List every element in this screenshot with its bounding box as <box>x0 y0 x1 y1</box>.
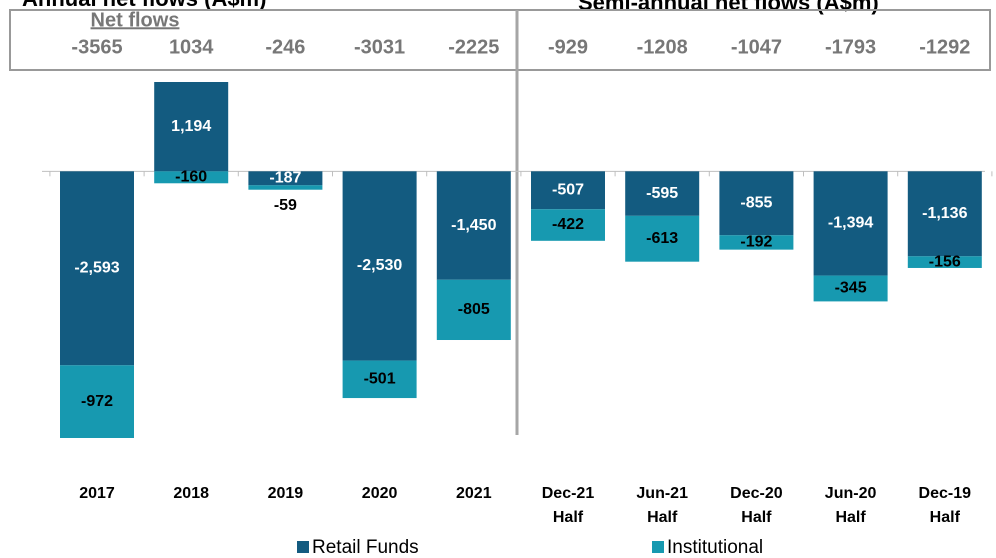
data-label: 1,194 <box>171 118 211 135</box>
net-flow-value: -3565 <box>71 36 122 58</box>
data-label: -972 <box>81 393 113 410</box>
data-label: -501 <box>364 371 396 388</box>
data-label: -595 <box>646 185 678 202</box>
bar-segment <box>342 171 417 361</box>
data-label: -422 <box>552 216 584 233</box>
bar-segment <box>248 185 323 190</box>
x-tick-label: 2018 <box>173 485 209 502</box>
x-tick-label: 2019 <box>268 485 304 502</box>
net-flow-value: 1034 <box>169 36 214 58</box>
x-tick-label: Dec-20 Half <box>730 485 783 526</box>
net-flow-value: -1208 <box>637 36 688 58</box>
data-label: -1,136 <box>922 205 967 222</box>
data-label: -156 <box>929 253 961 270</box>
legend-label: Retail Funds <box>312 537 419 558</box>
data-label: -192 <box>740 234 772 251</box>
x-tick-label: Dec-19 Half <box>919 485 972 526</box>
data-label: -1,450 <box>451 217 496 234</box>
net-flow-value: -1793 <box>825 36 876 58</box>
bar-segment <box>813 171 888 276</box>
x-tick-label: 2020 <box>362 485 398 502</box>
net-flow-value: -246 <box>265 36 305 58</box>
net-flow-value: -2225 <box>448 36 499 58</box>
bar-segment <box>907 171 982 257</box>
legend-swatch <box>652 541 664 553</box>
bar-segment <box>719 235 794 250</box>
x-tick-label: Jun-20 Half <box>825 485 877 526</box>
x-tick-label: 2017 <box>79 485 115 502</box>
data-label: -855 <box>740 195 772 212</box>
bar-segment <box>531 209 605 241</box>
bar-segment <box>342 360 417 399</box>
bar-segment <box>154 171 229 184</box>
net-flow-value: -929 <box>548 36 588 58</box>
bar-segment <box>625 215 700 262</box>
data-label: -507 <box>552 181 584 198</box>
legend-swatch <box>297 541 309 553</box>
legend-label: Institutional <box>667 537 763 558</box>
data-label: -805 <box>458 301 490 318</box>
bar-segment <box>625 171 700 216</box>
bar-segment <box>719 171 794 236</box>
data-label: -160 <box>175 169 207 186</box>
net-flow-value: -1292 <box>919 36 970 58</box>
bar-segment <box>248 171 323 186</box>
x-tick-label: Jun-21 Half <box>636 485 688 526</box>
net-flow-value: -1047 <box>731 36 782 58</box>
bar-segment <box>436 279 511 341</box>
x-tick-label: Dec-21 Half <box>542 485 595 526</box>
data-label: -187 <box>269 170 301 187</box>
bar-segment <box>154 82 229 172</box>
net-flow-value: -3031 <box>354 36 405 58</box>
bar-segment <box>531 171 605 210</box>
data-label: -345 <box>835 280 867 297</box>
data-label: -1,394 <box>828 215 873 232</box>
bar-segment <box>60 171 134 366</box>
bar-segment <box>60 365 134 438</box>
net-flows-label: Net flows <box>91 9 180 31</box>
x-tick-label: 2021 <box>456 485 492 502</box>
data-label: -59 <box>274 197 297 214</box>
bar-segment <box>813 275 888 302</box>
data-label: -2,530 <box>357 257 402 274</box>
data-label: -613 <box>646 230 678 247</box>
annual-title: Annual net flows (A$m) <box>22 0 266 11</box>
bar-segment <box>436 171 511 280</box>
bar-segment <box>907 256 982 268</box>
net-flows-box <box>9 9 991 71</box>
semiannual-title: Semi-annual net flows (A$m) <box>578 0 879 15</box>
data-label: -2,593 <box>74 260 119 277</box>
